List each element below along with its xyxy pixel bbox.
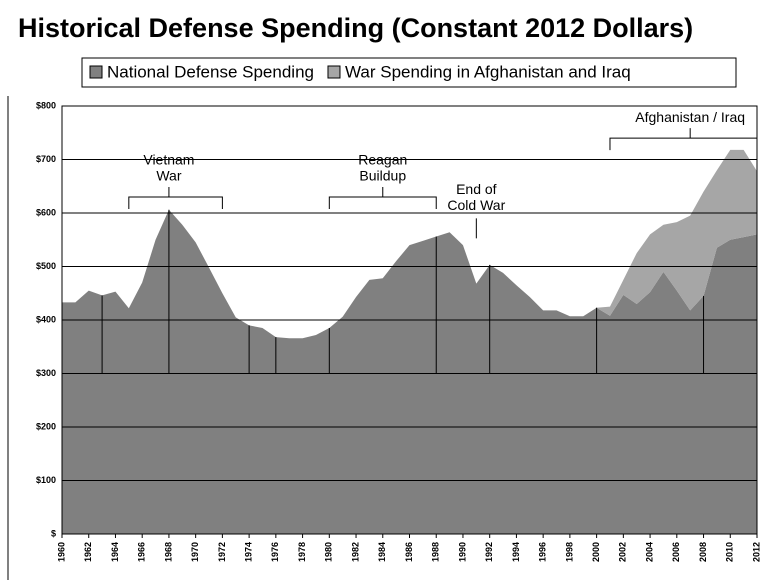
- x-tick-label: 1980: [324, 542, 334, 562]
- y-tick-label: $100: [36, 475, 56, 485]
- x-tick-label: 1994: [511, 542, 521, 562]
- annotation: Vietnam: [143, 152, 194, 168]
- y-tick-label: $200: [36, 421, 56, 431]
- area: [62, 209, 757, 535]
- bracket: [609, 128, 758, 151]
- x-tick-label: 2006: [671, 542, 681, 562]
- x-tick-label: 1968: [163, 542, 173, 562]
- x-tick-label: 1986: [404, 542, 414, 562]
- x-tick-label: 1982: [350, 542, 360, 562]
- x-tick-label: 1988: [431, 542, 441, 562]
- y-tick-label: $: [51, 528, 56, 538]
- annotation: Afghanistan / Iraq: [635, 109, 745, 125]
- x-tick-label: 2010: [725, 542, 735, 562]
- legend-swatch: [89, 65, 103, 79]
- plot: [62, 149, 757, 535]
- x-tick-label: 1978: [297, 542, 307, 562]
- x-tick-label: 1998: [564, 542, 574, 562]
- x-tick-label: 1996: [538, 542, 548, 562]
- y-tick-label: $600: [36, 207, 56, 217]
- x-tick-label: 1960: [56, 542, 66, 562]
- x-tick-label: 1972: [217, 542, 227, 562]
- annotation: Reagan: [358, 152, 407, 168]
- x-tick-label: 2008: [698, 542, 708, 562]
- y-tick-label: $300: [36, 368, 56, 378]
- annotation: War: [156, 168, 181, 184]
- x-tick-label: 1966: [137, 542, 147, 562]
- legend-swatch: [327, 65, 341, 79]
- x-tick-label: 1992: [484, 542, 494, 562]
- x-tick-label: 1970: [190, 542, 200, 562]
- y-tick-label: $400: [36, 314, 56, 324]
- chart-title: Historical Defense Spending (Constant 20…: [18, 13, 693, 43]
- y-tick-label: $700: [36, 154, 56, 164]
- annotation: Cold War: [447, 197, 505, 213]
- legend-label: War Spending in Afghanistan and Iraq: [345, 62, 631, 81]
- bracket: [128, 186, 223, 209]
- y-tick-label: $500: [36, 261, 56, 271]
- annotation: Buildup: [359, 168, 406, 184]
- x-tick-label: 1974: [243, 542, 253, 562]
- overlay: [61, 105, 758, 538]
- x-tick-label: 2002: [618, 542, 628, 562]
- y-tick-label: $800: [36, 100, 56, 110]
- legend-box: [81, 57, 737, 88]
- x-tick-label: 1976: [270, 542, 280, 562]
- x-tick-label: 1990: [457, 542, 467, 562]
- annotation: End of: [456, 181, 497, 197]
- legend-label: National Defense Spending: [107, 62, 314, 81]
- x-tick-label: 2004: [644, 542, 654, 562]
- bracket: [328, 186, 437, 209]
- x-tick-label: 1964: [110, 542, 120, 562]
- x-tick-label: 2012: [751, 542, 761, 562]
- x-tick-label: 1984: [377, 542, 387, 562]
- x-tick-label: 2000: [591, 542, 601, 562]
- x-tick-label: 1962: [83, 542, 93, 562]
